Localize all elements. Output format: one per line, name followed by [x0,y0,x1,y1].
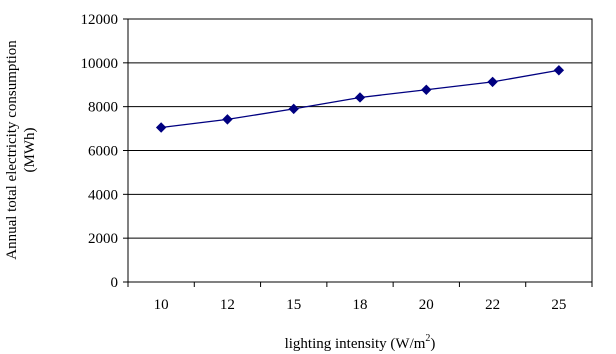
y-axis-title-line1: Annual total electricity consumption [4,40,20,260]
x-axis: 10 12 15 18 20 22 25 [127,282,593,313]
x-tick-label: 22 [485,297,500,313]
y-tick-label: 2000 [88,231,118,247]
y-tick-label: 6000 [88,144,118,160]
y-tick-label: 12000 [81,12,119,28]
y-tick-label: 0 [111,275,119,291]
data-point [155,122,167,133]
x-tick-label: 18 [353,297,368,313]
x-tick-label: 10 [154,297,169,313]
x-tick-label: 12 [220,297,235,313]
gridlines [128,62,592,239]
x-axis-title: lighting intensity (W/m2) [285,333,436,352]
y-axis: 0 2000 4000 6000 8000 10000 12000 [81,12,128,291]
data-point [553,65,565,76]
series-markers [155,65,565,133]
data-point [222,114,233,125]
data-point [354,92,366,103]
y-tick-label: 8000 [88,100,118,116]
y-tick-label: 10000 [81,56,119,72]
y-axis-title-line2: (MWh) [22,128,38,173]
data-point [421,84,432,95]
x-tick-label: 20 [419,297,434,313]
x-tick-label: 25 [551,297,566,313]
y-tick-label: 4000 [88,187,118,203]
x-tick-label: 15 [286,297,301,313]
data-point [487,76,498,88]
data-point [288,103,299,115]
